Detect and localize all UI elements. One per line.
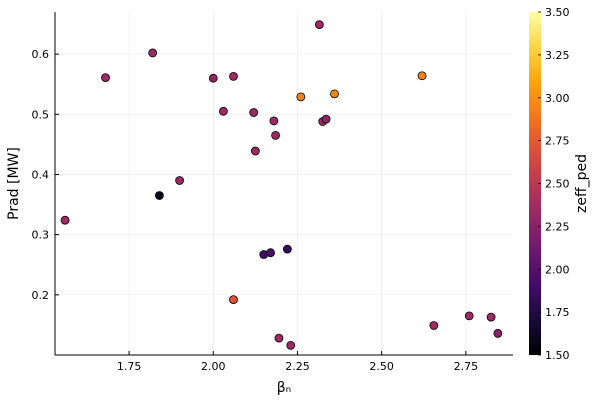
tick-labels: 1.75 2.00 2.25 2.50 2.75 0.2 0.3 0.4 0.5 0.6 (32, 48, 479, 373)
colorbar-tick-label: 1.75 (545, 306, 570, 319)
colorbar-tick-label: 1.50 (545, 349, 570, 362)
y-tick-label: 0.3 (32, 229, 50, 242)
data-point (493, 328, 503, 338)
data-point (148, 48, 158, 58)
y-tick-label: 0.4 (32, 168, 50, 181)
data-point (464, 311, 474, 321)
colorbar-title: zeff_ped (574, 154, 590, 213)
y-axis-label: Prad [MW] (6, 147, 22, 220)
data-point (249, 108, 259, 117)
y-tick-label: 0.6 (32, 48, 50, 61)
data-point (314, 20, 324, 30)
data-point (266, 248, 275, 258)
data-point (286, 340, 296, 350)
data-point (250, 146, 260, 156)
colorbar-tick-label: 2.50 (545, 178, 570, 191)
colorbar: 1.50 1.75 2.00 2.25 2.50 2.75 3.00 3.25 3.50 zef… (529, 6, 590, 362)
data-points (60, 20, 503, 350)
data-point (486, 312, 496, 322)
axes (54, 12, 513, 356)
colorbar-tick-label: 3.00 (545, 92, 570, 105)
data-point (296, 92, 306, 102)
data-point (269, 116, 279, 126)
data-point (429, 321, 439, 330)
data-point (330, 89, 339, 99)
x-tick-label: 2.00 (201, 360, 226, 373)
colorbar-tick-label: 3.25 (545, 49, 570, 62)
y-tick-label: 0.5 (32, 108, 50, 121)
data-point (101, 73, 110, 82)
colorbar-ticks: 1.50 1.75 2.00 2.25 2.50 2.75 3.00 3.25 3.50 (538, 6, 570, 362)
y-tick-label: 0.2 (32, 289, 50, 302)
data-point (282, 244, 292, 254)
grid (55, 12, 513, 355)
data-point (218, 106, 228, 116)
x-tick-label: 1.75 (117, 360, 142, 373)
data-point (417, 71, 427, 81)
x-tick-label: 2.50 (369, 360, 394, 373)
data-point (175, 176, 185, 185)
x-tick-label: 2.25 (285, 360, 310, 373)
x-axis-label: βₙ (277, 380, 292, 396)
data-point (60, 215, 70, 225)
data-point (154, 191, 164, 200)
data-point (274, 333, 284, 343)
colorbar-tick-label: 2.25 (545, 220, 570, 233)
colorbar-tick-label: 2.00 (545, 263, 570, 276)
colorbar-tick-label: 3.50 (545, 6, 570, 19)
data-point (208, 73, 218, 83)
data-point (321, 114, 331, 124)
data-point (229, 295, 238, 305)
data-point (271, 130, 280, 140)
x-tick-label: 2.75 (454, 360, 479, 373)
colorbar-tick-label: 2.75 (545, 135, 570, 148)
data-point (229, 71, 238, 81)
